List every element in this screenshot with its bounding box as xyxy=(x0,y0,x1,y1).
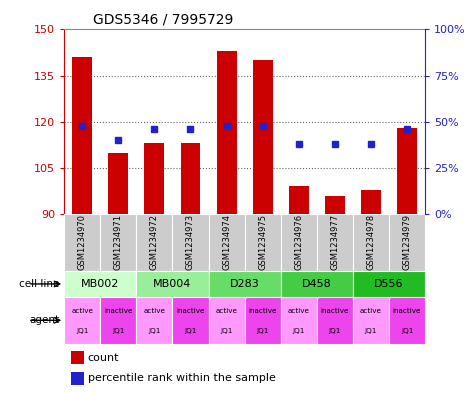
Bar xyxy=(108,152,128,214)
Text: JQ1: JQ1 xyxy=(184,328,197,334)
Text: JQ1: JQ1 xyxy=(401,328,413,334)
Bar xyxy=(100,297,136,344)
Text: GSM1234973: GSM1234973 xyxy=(186,213,195,270)
Text: JQ1: JQ1 xyxy=(256,328,269,334)
Text: count: count xyxy=(87,353,119,362)
Bar xyxy=(353,297,389,344)
Bar xyxy=(136,214,172,271)
Text: active: active xyxy=(143,308,165,314)
Bar xyxy=(64,271,136,297)
Text: GSM1234978: GSM1234978 xyxy=(367,213,375,270)
Text: inactive: inactive xyxy=(321,308,349,314)
Text: JQ1: JQ1 xyxy=(293,328,305,334)
Text: inactive: inactive xyxy=(104,308,133,314)
Text: GSM1234979: GSM1234979 xyxy=(403,213,411,270)
Text: GSM1234972: GSM1234972 xyxy=(150,213,159,270)
Bar xyxy=(100,214,136,271)
Text: JQ1: JQ1 xyxy=(365,328,377,334)
Bar xyxy=(361,189,381,214)
Text: active: active xyxy=(288,308,310,314)
Bar xyxy=(389,297,425,344)
Bar xyxy=(136,271,209,297)
Bar xyxy=(71,372,84,385)
Bar xyxy=(245,297,281,344)
Bar xyxy=(389,214,425,271)
Text: D283: D283 xyxy=(230,279,259,289)
Text: GSM1234974: GSM1234974 xyxy=(222,213,231,270)
Bar xyxy=(281,214,317,271)
Text: GDS5346 / 7995729: GDS5346 / 7995729 xyxy=(93,13,233,27)
Bar xyxy=(353,214,389,271)
Bar xyxy=(281,297,317,344)
Bar xyxy=(64,297,100,344)
Text: GSM1234975: GSM1234975 xyxy=(258,213,267,270)
Bar xyxy=(144,143,164,214)
Bar xyxy=(397,128,417,214)
Text: MB002: MB002 xyxy=(81,279,119,289)
Text: JQ1: JQ1 xyxy=(112,328,124,334)
Text: D556: D556 xyxy=(374,279,404,289)
Bar xyxy=(209,271,281,297)
Text: D458: D458 xyxy=(302,279,332,289)
Text: GSM1234971: GSM1234971 xyxy=(114,213,123,270)
Bar xyxy=(72,57,92,214)
Bar xyxy=(136,297,172,344)
Text: JQ1: JQ1 xyxy=(220,328,233,334)
Bar xyxy=(325,196,345,214)
Text: JQ1: JQ1 xyxy=(76,328,88,334)
Bar xyxy=(245,214,281,271)
Bar xyxy=(217,51,237,214)
Bar xyxy=(253,60,273,214)
Bar xyxy=(209,297,245,344)
Bar xyxy=(353,271,425,297)
Text: inactive: inactive xyxy=(176,308,205,314)
Bar xyxy=(289,186,309,214)
Text: percentile rank within the sample: percentile rank within the sample xyxy=(87,373,276,383)
Text: inactive: inactive xyxy=(393,308,421,314)
Bar xyxy=(180,143,200,214)
Text: active: active xyxy=(71,308,93,314)
Text: JQ1: JQ1 xyxy=(148,328,161,334)
Text: inactive: inactive xyxy=(248,308,277,314)
Text: GSM1234977: GSM1234977 xyxy=(331,213,339,270)
Bar xyxy=(64,214,100,271)
Bar xyxy=(172,214,209,271)
Bar xyxy=(281,271,353,297)
Text: MB004: MB004 xyxy=(153,279,191,289)
Text: active: active xyxy=(360,308,382,314)
Text: JQ1: JQ1 xyxy=(329,328,341,334)
Bar xyxy=(71,351,84,364)
Bar xyxy=(172,297,209,344)
Text: GSM1234970: GSM1234970 xyxy=(78,213,86,270)
Text: active: active xyxy=(216,308,238,314)
Text: cell line: cell line xyxy=(19,279,59,289)
Bar xyxy=(317,214,353,271)
Bar xyxy=(317,297,353,344)
Bar xyxy=(209,214,245,271)
Text: agent: agent xyxy=(29,315,59,325)
Text: GSM1234976: GSM1234976 xyxy=(294,213,303,270)
